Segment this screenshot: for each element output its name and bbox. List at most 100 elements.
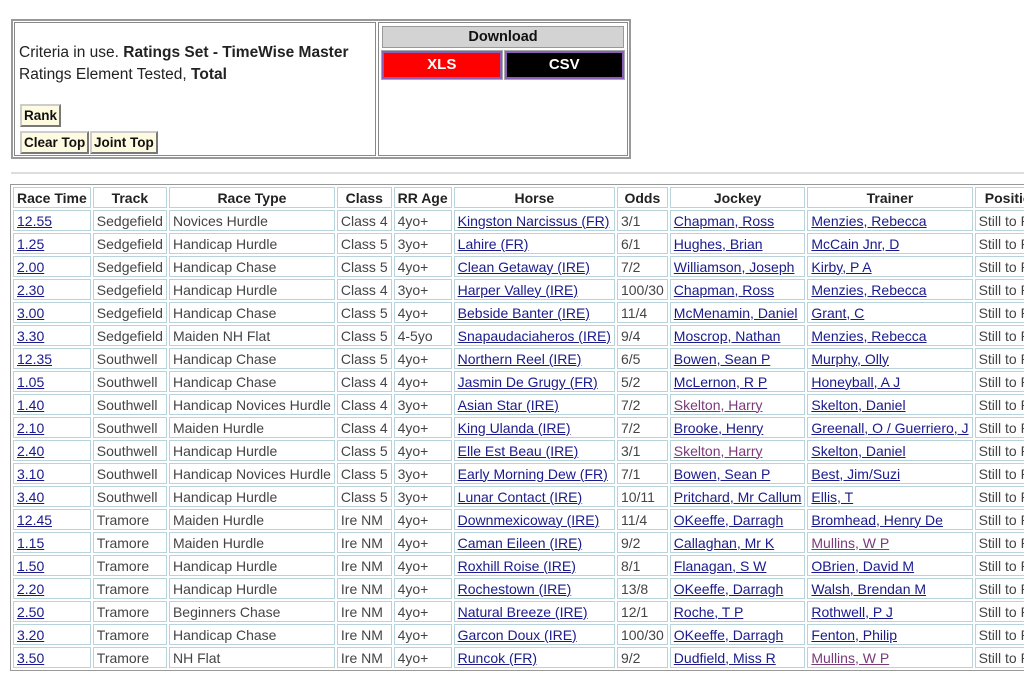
horse-link[interactable]: Clean Getaway (IRE)	[457, 258, 590, 275]
race-time-link[interactable]: 3.00	[17, 304, 45, 321]
cell-jockey: McMenamin, Daniel	[669, 302, 806, 323]
trainer-link[interactable]: Fenton, Philip	[811, 626, 897, 643]
trainer-link[interactable]: Walsh, Brendan M	[811, 580, 927, 597]
horse-link[interactable]: King Ulanda (IRE)	[457, 419, 571, 436]
horse-link[interactable]: Roxhill Roise (IRE)	[457, 557, 576, 574]
race-time-link[interactable]: 2.00	[17, 258, 45, 275]
cell-jockey: OKeeffe, Darragh	[669, 509, 806, 530]
horse-link[interactable]: Jasmin De Grugy (FR)	[457, 373, 598, 390]
race-time-link[interactable]: 1.50	[17, 557, 45, 574]
jockey-link[interactable]: Flanagan, S W	[673, 557, 767, 574]
race-time-link[interactable]: 2.20	[17, 580, 45, 597]
trainer-link[interactable]: Ellis, T	[811, 488, 854, 505]
cell-race-time: 1.05	[13, 371, 91, 392]
race-time-link[interactable]: 2.40	[17, 442, 45, 459]
trainer-link[interactable]: OBrien, David M	[811, 557, 915, 574]
race-time-link[interactable]: 1.15	[17, 534, 45, 551]
race-time-link[interactable]: 3.50	[17, 649, 45, 666]
header-race-type: Race Type	[168, 187, 335, 208]
horse-link[interactable]: Harper Valley (IRE)	[457, 281, 578, 298]
jockey-link[interactable]: McMenamin, Daniel	[673, 304, 798, 321]
jockey-link[interactable]: OKeeffe, Darragh	[673, 626, 784, 643]
trainer-link[interactable]: Menzies, Rebecca	[811, 327, 927, 344]
race-time-link[interactable]: 3.10	[17, 465, 45, 482]
horse-link[interactable]: Lunar Contact (IRE)	[457, 488, 583, 505]
trainer-link[interactable]: Skelton, Daniel	[811, 396, 906, 413]
race-time-link[interactable]: 3.30	[17, 327, 45, 344]
cell-race-type: NH Flat	[168, 647, 335, 668]
horse-link[interactable]: Caman Eileen (IRE)	[457, 534, 583, 551]
race-time-link[interactable]: 12.35	[17, 350, 53, 367]
table-row: 3.40 Southwell Handicap Hurdle Class 5 3yo+ L…	[13, 486, 1024, 507]
cell-class: Class 5	[336, 302, 392, 323]
jockey-link[interactable]: McLernon, R P	[673, 373, 768, 390]
horse-link[interactable]: Lahire (FR)	[457, 235, 529, 252]
horse-link[interactable]: Early Morning Dew (FR)	[457, 465, 608, 482]
jockey-link[interactable]: Callaghan, Mr K	[673, 534, 775, 551]
race-time-link[interactable]: 2.50	[17, 603, 45, 620]
horse-link[interactable]: Kingston Narcissus (FR)	[457, 212, 610, 229]
horse-link[interactable]: Northern Reel (IRE)	[457, 350, 582, 367]
cell-race-type: Beginners Chase	[168, 601, 335, 622]
horse-link[interactable]: Bebside Banter (IRE)	[457, 304, 590, 321]
cell-horse: Elle Est Beau (IRE)	[453, 440, 615, 461]
download-csv-button[interactable]: CSV	[503, 50, 625, 80]
race-time-link[interactable]: 3.20	[17, 626, 45, 643]
horse-link[interactable]: Asian Star (IRE)	[457, 396, 559, 413]
jockey-link[interactable]: Brooke, Henry	[673, 419, 764, 436]
cell-odds: 9/2	[616, 647, 668, 668]
jockey-link[interactable]: Dudfield, Miss R	[673, 649, 776, 666]
trainer-link[interactable]: Mullins, W P	[811, 534, 890, 551]
race-time-link[interactable]: 12.45	[17, 511, 53, 528]
trainer-link[interactable]: Bromhead, Henry De	[811, 511, 943, 528]
trainer-link[interactable]: Menzies, Rebecca	[811, 281, 927, 298]
race-time-link[interactable]: 2.30	[17, 281, 45, 298]
race-time-link[interactable]: 3.40	[17, 488, 45, 505]
trainer-link[interactable]: Grant, C	[811, 304, 865, 321]
trainer-link[interactable]: Mullins, W P	[811, 649, 890, 666]
trainer-link[interactable]: Kirby, P A	[811, 258, 872, 275]
jockey-link[interactable]: Moscrop, Nathan	[673, 327, 781, 344]
jockey-link[interactable]: OKeeffe, Darragh	[673, 580, 784, 597]
cell-trainer: Skelton, Daniel	[807, 394, 973, 415]
trainer-link[interactable]: McCain Jnr, D	[811, 235, 900, 252]
jockey-link[interactable]: Skelton, Harry	[673, 396, 763, 413]
jockey-link[interactable]: Chapman, Ross	[673, 212, 775, 229]
trainer-link[interactable]: Honeyball, A J	[811, 373, 901, 390]
joint-top-button[interactable]: Joint Top	[90, 131, 158, 154]
cell-race-type: Handicap Hurdle	[168, 233, 335, 254]
jockey-link[interactable]: Bowen, Sean P	[673, 350, 771, 367]
jockey-link[interactable]: Williamson, Joseph	[673, 258, 795, 275]
table-row: 2.40 Southwell Handicap Hurdle Class 5 4yo+ E…	[13, 440, 1024, 461]
cell-race-time: 1.25	[13, 233, 91, 254]
race-time-link[interactable]: 1.05	[17, 373, 45, 390]
horse-link[interactable]: Downmexicoway (IRE)	[457, 511, 600, 528]
jockey-link[interactable]: Roche, T P	[673, 603, 744, 620]
trainer-link[interactable]: Murphy, Olly	[811, 350, 889, 367]
trainer-link[interactable]: Rothwell, P J	[811, 603, 893, 620]
jockey-link[interactable]: Skelton, Harry	[673, 442, 763, 459]
download-xls-button[interactable]: XLS	[381, 50, 503, 80]
jockey-link[interactable]: OKeeffe, Darragh	[673, 511, 784, 528]
rank-button[interactable]: Rank	[20, 104, 62, 127]
horse-link[interactable]: Elle Est Beau (IRE)	[457, 442, 579, 459]
horse-link[interactable]: Natural Breeze (IRE)	[457, 603, 588, 620]
horse-link[interactable]: Garcon Doux (IRE)	[457, 626, 577, 643]
clear-top-button[interactable]: Clear Top	[20, 131, 90, 154]
horse-link[interactable]: Rochestown (IRE)	[457, 580, 572, 597]
horse-link[interactable]: Snapaudaciaheros (IRE)	[457, 327, 611, 344]
horse-link[interactable]: Runcok (FR)	[457, 649, 538, 666]
trainer-link[interactable]: Skelton, Daniel	[811, 442, 906, 459]
race-time-link[interactable]: 1.40	[17, 396, 45, 413]
jockey-link[interactable]: Pritchard, Mr Callum	[673, 488, 802, 505]
trainer-link[interactable]: Menzies, Rebecca	[811, 212, 927, 229]
trainer-link[interactable]: Greenall, O / Guerriero, J	[811, 419, 969, 436]
jockey-link[interactable]: Bowen, Sean P	[673, 465, 771, 482]
jockey-link[interactable]: Hughes, Brian	[673, 235, 763, 252]
race-time-link[interactable]: 1.25	[17, 235, 45, 252]
race-time-link[interactable]: 12.55	[17, 212, 53, 229]
table-row: 1.40 Southwell Handicap Novices Hurdle Clas…	[13, 394, 1024, 415]
jockey-link[interactable]: Chapman, Ross	[673, 281, 775, 298]
trainer-link[interactable]: Best, Jim/Suzi	[811, 465, 901, 482]
race-time-link[interactable]: 2.10	[17, 419, 45, 436]
